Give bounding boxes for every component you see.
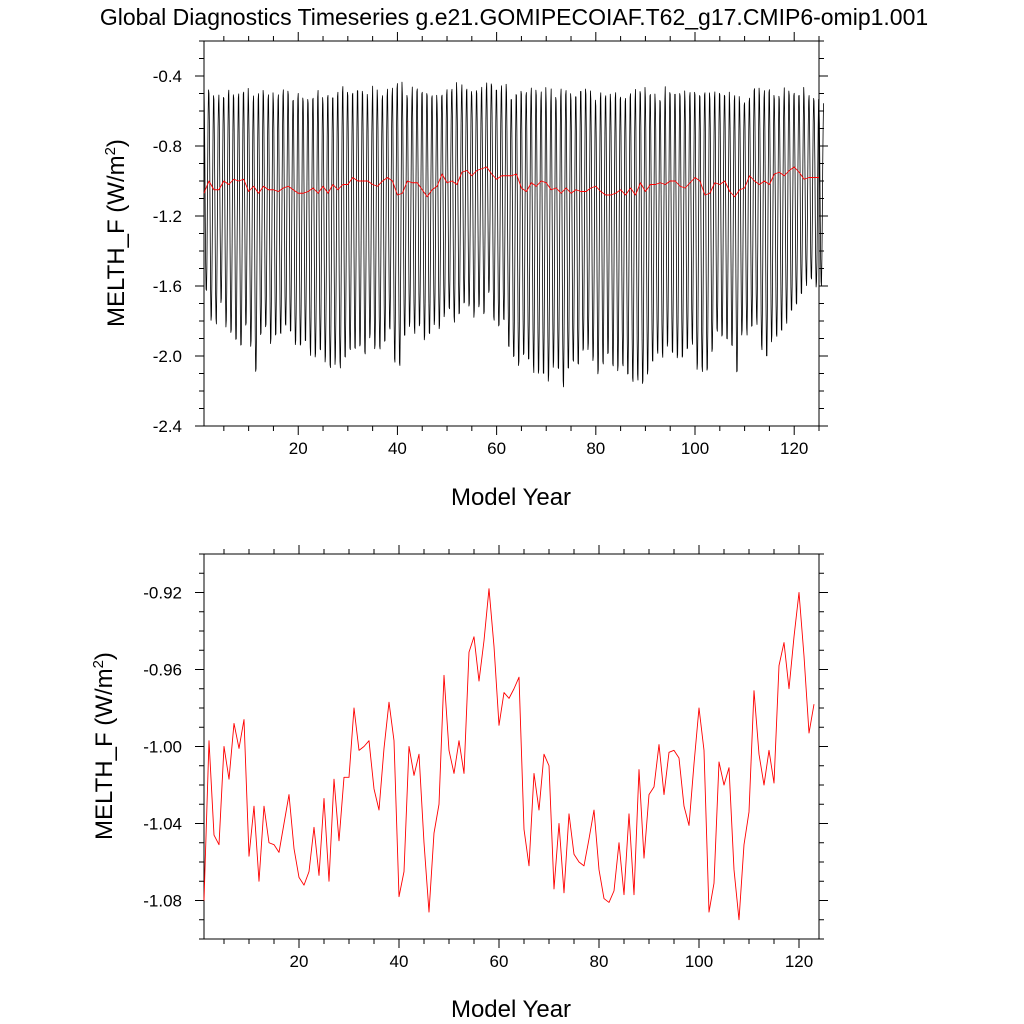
bottom-y-axis-title: MELTH_F (W/m2) [90,652,118,840]
y-tick-label: -1.2 [153,207,182,226]
y-tick-label: -0.92 [143,584,182,603]
top-y-axis-title: MELTH_F (W/m2) [102,139,130,327]
bottom-x-axis-title: Model Year [451,996,571,1023]
bottom-plot-frame [203,553,820,940]
y-tick-label: -1.00 [143,738,182,757]
x-tick-label: 60 [490,952,509,971]
bottom-plot-area: 20 40 60 80 100 120 -1.08 -1.04 -1.00 -0.96 -0.92 [143,545,828,971]
x-tick-label: 60 [487,439,506,458]
bottom-series-line-annual-mean [203,588,815,921]
x-tick-label: 120 [785,952,813,971]
bottom-panel: 20 40 60 80 100 120-1.08-1.04-1.00-0.96-0.92 … [90,545,828,1023]
top-x-axis-title: Model Year [451,484,571,511]
top-plot-frame [203,40,820,427]
top-y-axis-title-main: MELTH_F (W/m [103,155,130,327]
x-tick-label: 100 [685,952,713,971]
top-plot-area: 20 40 60 80 100 120 -2.4 -2.0 -1.6 -1.2 -0.8 -0.4 [153,32,828,458]
figure-title: Global Diagnostics Timeseries g.e21.GOMI… [100,4,928,30]
x-tick-label: 20 [289,439,308,458]
y-tick-label: -2.4 [153,417,182,436]
bottom-y-axis-title-close: ) [91,652,118,660]
top-y-axis-title-superscript: 2 [102,147,119,155]
top-series-line-monthly [203,81,824,388]
bottom-tick-labels: 20 40 60 80 100 120 -1.08 -1.04 -1.00 -0.96 -0.92 [143,584,813,972]
x-tick-label: 80 [590,952,609,971]
y-tick-label: -0.4 [153,67,182,86]
x-tick-label: 100 [681,439,709,458]
x-tick-label: 80 [586,439,605,458]
y-tick-label: -0.96 [143,661,182,680]
y-tick-label: -0.8 [153,137,182,156]
bottom-series-group [203,588,815,921]
top-y-axis-title-close: ) [103,139,130,147]
top-series-group [203,81,824,388]
y-tick-label: -1.04 [143,815,182,834]
top-axis-ticks [195,32,828,435]
bottom-y-axis-title-main: MELTH_F (W/m [91,668,118,840]
top-series-line-annual-mean [203,166,819,198]
y-tick-label: -2.0 [153,347,182,366]
y-tick-label: -1.6 [153,277,182,296]
x-tick-label: 40 [388,439,407,458]
y-tick-label: -1.08 [143,892,182,911]
x-tick-label: 20 [290,952,309,971]
bottom-y-axis-title-superscript: 2 [90,660,107,668]
top-tick-labels: 20 40 60 80 100 120 -2.4 -2.0 -1.6 -1.2 -0.8 -0.4 [153,67,809,458]
bottom-axis-ticks [195,545,828,948]
x-tick-label: 120 [780,439,808,458]
top-panel: 20 40 60 80 100 120 -2.4 -2.0 -1.6 -1.2 -0.8 -0.4 M… [102,32,828,511]
x-tick-label: 40 [390,952,409,971]
